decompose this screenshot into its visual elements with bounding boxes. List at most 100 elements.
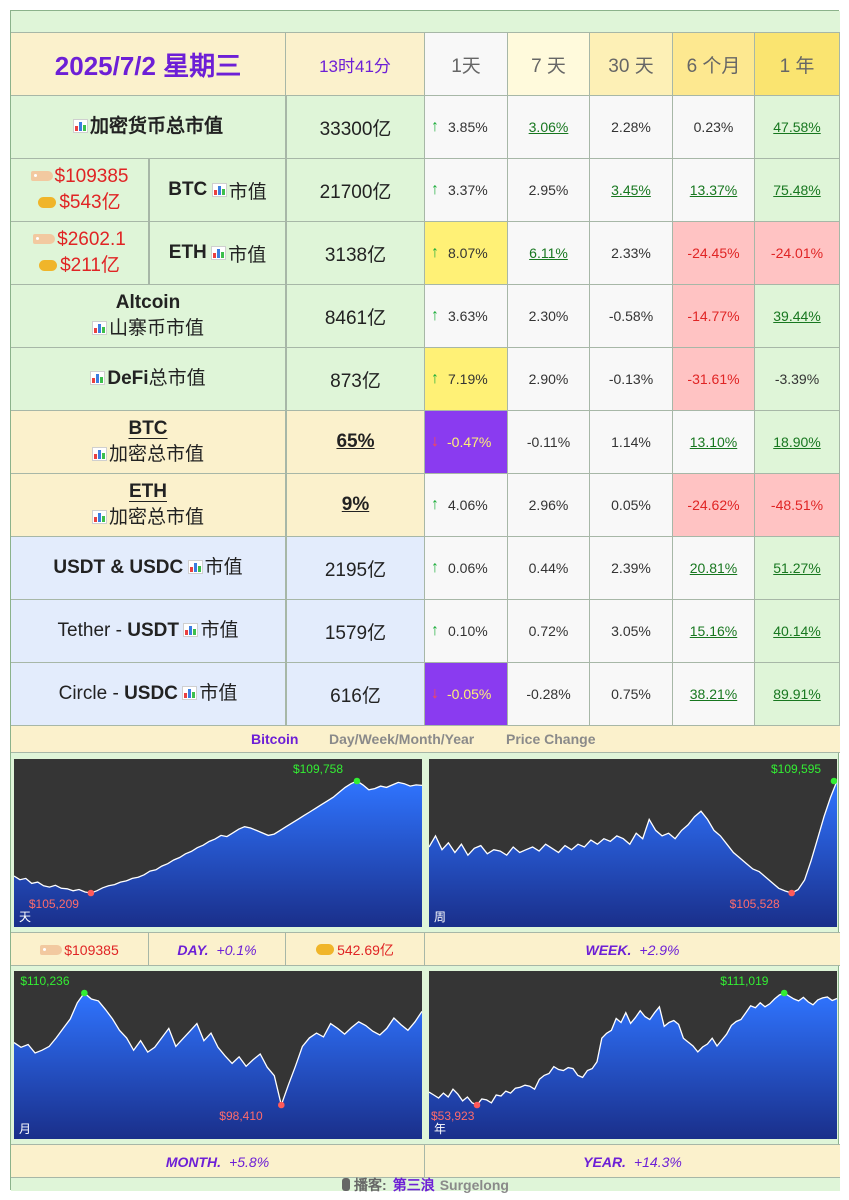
change-value: -0.28% bbox=[526, 686, 571, 702]
change-cell-30d: 0.05% bbox=[590, 474, 673, 537]
change-value: 38.21% bbox=[689, 686, 738, 702]
volume-line: $211亿 bbox=[39, 253, 120, 279]
row-title-line: USDT & USDC 市值 bbox=[53, 555, 242, 582]
coin-name: ETH bbox=[168, 242, 207, 263]
price-volume-cell: $109385 $543亿 bbox=[11, 159, 149, 222]
coin-price: $2602.1 bbox=[57, 229, 126, 250]
label-suffix: 市值 bbox=[199, 682, 238, 704]
change-value: 0.10% bbox=[448, 623, 488, 639]
year-label: YEAR. bbox=[583, 1153, 626, 1170]
label-suffix: 市值 bbox=[228, 181, 267, 203]
change-value: -0.58% bbox=[608, 308, 654, 324]
price-chart-1: $109,595 $105,528 周 bbox=[429, 759, 837, 927]
period-header-2: 30 天 bbox=[590, 33, 673, 96]
change-cell-7d: -0.11% bbox=[508, 411, 590, 474]
price-volume-cell: $2602.1 $211亿 bbox=[11, 222, 149, 285]
change-cell-1y: 47.58% bbox=[755, 96, 840, 159]
change-value: 20.81% bbox=[689, 560, 738, 576]
day-week-strip: $109385 DAY. +0.1% 542.69亿 WEEK. +2.9% bbox=[11, 932, 840, 966]
change-cell-7d: 3.06% bbox=[508, 96, 590, 159]
period-header-4: 1 年 bbox=[755, 33, 840, 96]
change-cell-6m: -14.77% bbox=[673, 285, 755, 348]
bar-chart-icon bbox=[183, 622, 199, 637]
low-marker bbox=[473, 1101, 481, 1109]
change-cell-30d: 2.28% bbox=[590, 96, 673, 159]
strip-volume: 542.69亿 bbox=[286, 933, 425, 966]
value-cell: 616亿 bbox=[286, 663, 425, 726]
change-cell-6m: 20.81% bbox=[673, 537, 755, 600]
row-value: 33300亿 bbox=[319, 118, 392, 140]
period-label: 30 天 bbox=[608, 55, 654, 77]
period-name: 天 bbox=[19, 910, 32, 924]
chart-svg bbox=[429, 989, 837, 1139]
label-suffix: 总市值 bbox=[148, 367, 206, 389]
low-price-label: $53,923 bbox=[431, 1109, 475, 1123]
high-marker bbox=[353, 777, 361, 785]
change-cell-1d: ↑ 7.19% bbox=[425, 348, 508, 411]
change-value: 2.96% bbox=[528, 497, 569, 513]
change-cell-7d: 2.90% bbox=[508, 348, 590, 411]
change-cell-1y: 51.27% bbox=[755, 537, 840, 600]
change-value: 39.44% bbox=[773, 308, 821, 324]
row-title-line: Circle - USDC 市值 bbox=[59, 681, 238, 708]
change-cell-7d: -0.28% bbox=[508, 663, 590, 726]
strip-price-value: $109385 bbox=[64, 941, 119, 958]
strip-volume-value: 542.69亿 bbox=[337, 941, 394, 958]
change-cell-7d: 2.95% bbox=[508, 159, 590, 222]
change-cell-6m: -24.62% bbox=[673, 474, 755, 537]
change-cell-6m: 15.16% bbox=[673, 600, 755, 663]
price-line: $2602.1 bbox=[33, 227, 126, 253]
row-subtitle-text: 加密总市值 bbox=[108, 443, 204, 465]
change-value: 0.44% bbox=[528, 560, 569, 576]
change-value: -24.62% bbox=[687, 497, 740, 513]
change-value: 3.45% bbox=[611, 182, 651, 198]
value-cell: 9% bbox=[286, 474, 425, 537]
arrow-up-icon: ↑ bbox=[431, 370, 439, 387]
row-label: Circle - USDC 市值 bbox=[11, 663, 286, 726]
change-value: 4.06% bbox=[448, 497, 488, 513]
price-chart-3: $111,019 $53,923 年 bbox=[429, 971, 837, 1139]
low-price-label: $105,528 bbox=[729, 897, 780, 911]
chart-svg bbox=[14, 989, 422, 1139]
price-line bbox=[429, 992, 837, 1106]
date-cell: 2025/7/2 星期三 bbox=[11, 33, 286, 96]
row-value: 616亿 bbox=[330, 685, 381, 707]
row-title: ETH bbox=[129, 480, 167, 502]
coin-name: BTC bbox=[168, 179, 208, 200]
change-value: 0.72% bbox=[528, 623, 569, 639]
change-value: 6.11% bbox=[529, 245, 568, 261]
change-value: 1.14% bbox=[611, 434, 651, 450]
high-price-label: $109,595 bbox=[771, 762, 822, 776]
area-fill bbox=[429, 993, 837, 1139]
period-label: 7 天 bbox=[531, 55, 566, 77]
high-price-label: $109,758 bbox=[292, 762, 344, 776]
footer-prefix: 播客: bbox=[354, 1176, 387, 1193]
value-cell: 873亿 bbox=[286, 348, 425, 411]
row-label: Altcoin 山寨币市值 bbox=[11, 285, 286, 348]
price-tag-icon bbox=[33, 234, 56, 244]
change-cell-6m: 13.37% bbox=[673, 159, 755, 222]
arrow-down-icon: ↓ bbox=[431, 433, 439, 450]
change-value: 2.95% bbox=[528, 182, 569, 198]
row-subtitle: 加密总市值 bbox=[91, 442, 204, 469]
low-marker bbox=[788, 889, 795, 897]
change-value: -48.51% bbox=[770, 497, 824, 513]
value-cell: 65% bbox=[286, 411, 425, 474]
change-value: 3.05% bbox=[611, 623, 651, 639]
arrow-up-icon: ↑ bbox=[431, 307, 439, 324]
change-cell-6m: 38.21% bbox=[673, 663, 755, 726]
change-value: 18.90% bbox=[773, 434, 821, 450]
row-title: USDC bbox=[124, 682, 178, 704]
bar-chart-icon bbox=[91, 509, 107, 524]
price-line bbox=[429, 780, 837, 894]
change-cell-1d: ↑ 0.06% bbox=[425, 537, 508, 600]
change-cell-30d: -0.58% bbox=[590, 285, 673, 348]
month-change: +5.8% bbox=[229, 1153, 270, 1170]
row-title: DeFi bbox=[107, 367, 149, 389]
change-cell-30d: 1.14% bbox=[590, 411, 673, 474]
high-price-label: $110,236 bbox=[20, 974, 70, 988]
change-cell-7d: 2.30% bbox=[508, 285, 590, 348]
arrow-up-icon: ↑ bbox=[431, 181, 439, 198]
change-cell-1d: ↑ 0.10% bbox=[425, 600, 508, 663]
change-cell-30d: 2.39% bbox=[590, 537, 673, 600]
